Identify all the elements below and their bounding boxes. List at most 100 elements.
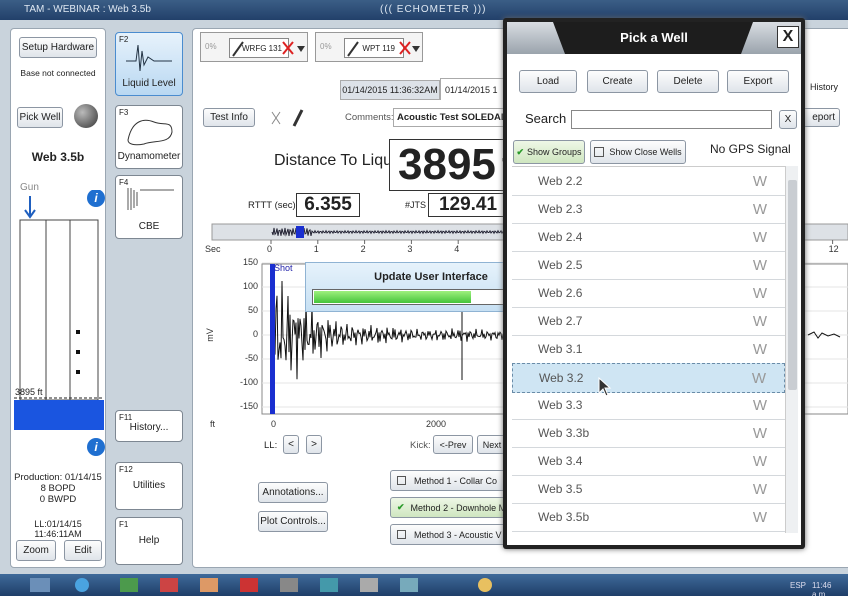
window-title: TAM - WEBINAR : Web 3.5b [24, 4, 151, 15]
well-type: W [753, 257, 767, 274]
history-key[interactable]: F11 History... [115, 410, 183, 442]
scroll-thumb[interactable] [788, 180, 797, 390]
distance-label: Distance To Liquid [274, 152, 404, 170]
y-tick-label: -150 [218, 401, 258, 411]
dialog-title: Pick a Well [507, 30, 801, 45]
search-input[interactable] [571, 110, 772, 129]
overview-marker [296, 226, 304, 238]
show-groups-toggle[interactable]: ✔Show Groups [513, 140, 585, 164]
dynamometer-key[interactable]: F3 Dynamometer [115, 105, 183, 169]
method-option[interactable]: Method 3 - Acoustic V [390, 524, 520, 545]
well-name: Web 3.5b [14, 150, 102, 164]
utilities-key[interactable]: F12 Utilities [115, 462, 183, 510]
shot-marker: Shot [274, 263, 293, 273]
scrollbar[interactable] [785, 166, 798, 533]
dialog-button[interactable]: Export [727, 70, 789, 93]
next-ll-button[interactable]: > [306, 435, 322, 454]
connection-status: Base not connected [14, 68, 102, 78]
help-key[interactable]: F1 Help [115, 517, 183, 565]
key-label: Liquid Level [116, 78, 182, 89]
well-name: Web 2.4 [538, 230, 582, 244]
well-type: W [753, 341, 767, 358]
dialog-button[interactable]: Delete [657, 70, 719, 93]
dialog-button[interactable]: Create [587, 70, 648, 93]
x-tick-label: 0 [267, 244, 272, 254]
checkbox [397, 476, 406, 485]
taskbar-icons [30, 576, 510, 594]
y-tick-label: 0 [218, 329, 258, 339]
icon [124, 114, 176, 148]
key-label: CBE [116, 221, 182, 232]
key-label: History... [116, 422, 182, 433]
x-tick-label: 12 [829, 244, 839, 254]
method-option[interactable]: Method 1 - Collar Co [390, 470, 520, 491]
history-tab[interactable]: History [810, 82, 838, 92]
show-close-wells-toggle[interactable]: Show Close Wells [590, 140, 686, 164]
test-tab[interactable]: 01/14/2015 11:36:32AM [340, 80, 440, 100]
well-type: W [752, 370, 766, 387]
well-name: Web 3.5b [538, 510, 589, 524]
edit-button[interactable]: Edit [64, 540, 102, 561]
sensor-icons [346, 40, 426, 58]
well-type: W [753, 285, 767, 302]
prev-ll-button[interactable]: < [283, 435, 299, 454]
clear-search-button[interactable]: X [779, 110, 797, 129]
kick-label: Kick: [410, 440, 431, 451]
depth-tick-label: 0 [271, 419, 276, 429]
x-tick-label: 2 [361, 244, 366, 254]
water-rate: 0 BWPD [12, 494, 104, 505]
sensor-1[interactable]: 0% WRFG 131 [200, 32, 308, 62]
y-tick-label: -50 [218, 353, 258, 363]
gps-status: No GPS Signal [710, 142, 791, 156]
pick-well-dialog: Pick a Well X LoadCreateDeleteExport Sea… [503, 18, 805, 549]
key-label: Help [116, 535, 182, 546]
clock: 11:46 a.m. [812, 581, 848, 596]
y-axis-label: mV [205, 328, 215, 342]
report-button[interactable]: eport [800, 108, 840, 127]
setup-hardware-button[interactable]: Setup Hardware [19, 37, 97, 58]
well-diagram: i i [12, 190, 106, 460]
well-name: Web 2.7 [538, 314, 582, 328]
zoom-button[interactable]: Zoom [16, 540, 56, 561]
distance: 3895 [398, 140, 496, 190]
key-label: Dynamometer [116, 151, 182, 162]
comments: Acoustic Test SOLEDAD I [393, 108, 513, 127]
liquid-level-key[interactable]: F2 Liquid Level [115, 32, 183, 96]
pick-well-button[interactable]: Pick Well [17, 107, 63, 128]
rttt-value: 6.355 [296, 193, 360, 217]
comments-label: Comments: [345, 112, 394, 123]
test-tab-active[interactable]: 01/14/2015 1 [440, 78, 510, 100]
method-option[interactable]: ✔Method 2 - Downhole M [390, 497, 520, 518]
sensor-2[interactable]: 0% WPT 119 [315, 32, 423, 62]
plot-controls-button[interactable]: Plot Controls... [258, 511, 328, 532]
prev-kick-button[interactable]: <-Prev [433, 435, 473, 454]
close-button[interactable]: X [777, 26, 799, 48]
oil-rate: 8 BOPD [12, 483, 104, 494]
annotations-button[interactable]: Annotations... [258, 482, 328, 503]
test-info-button[interactable]: Test Info [203, 108, 255, 127]
dialog-button[interactable]: Load [519, 70, 577, 93]
cbe-key[interactable]: F4 CBE [115, 175, 183, 239]
depth-tick-label: 2000 [426, 419, 446, 429]
globe-icon[interactable] [74, 104, 98, 128]
y-tick-label: 100 [218, 281, 258, 291]
sensor-percent: 0% [320, 42, 332, 51]
checkbox [397, 530, 406, 539]
method-label: Method 1 - Collar Co [414, 476, 497, 486]
key-code: F11 [119, 413, 132, 422]
well-name: Web 2.3 [538, 202, 582, 216]
